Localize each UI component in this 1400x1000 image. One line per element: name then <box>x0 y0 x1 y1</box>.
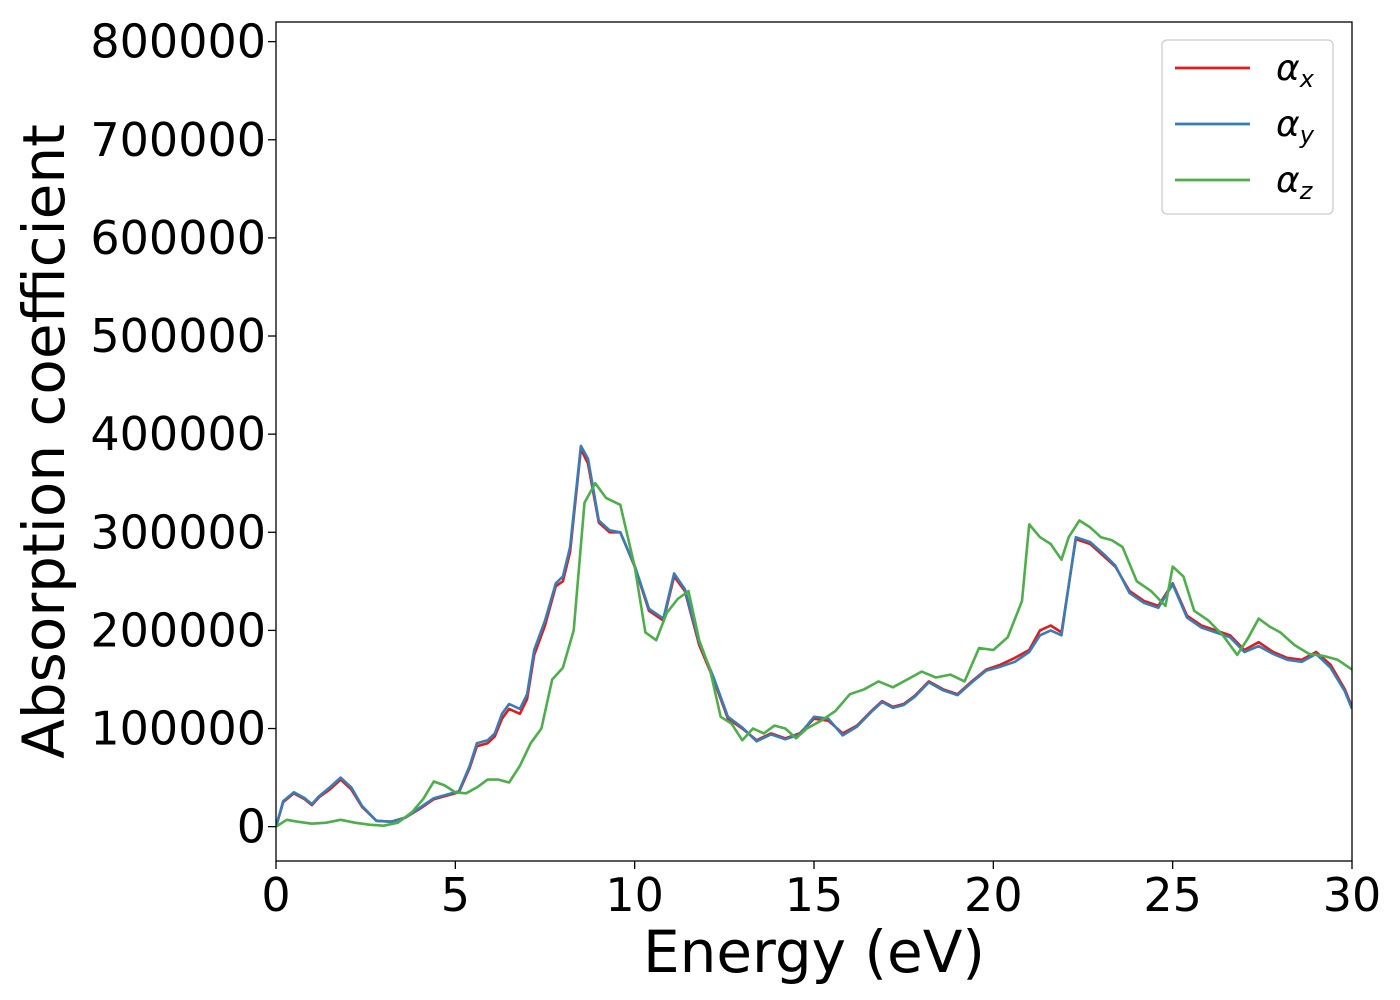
x-axis: 0 5 10 15 20 25 30 <box>261 861 1381 922</box>
y-tick-label: 0 <box>237 800 266 854</box>
y-tick-label: 100000 <box>90 702 266 756</box>
legend-label-z: αz <box>1276 160 1314 205</box>
series-line-x <box>276 447 1352 828</box>
legend-subscript: x <box>1299 65 1315 93</box>
x-tick-label: 20 <box>964 868 1023 922</box>
y-tick-label: 200000 <box>90 603 266 657</box>
x-tick-label: 15 <box>785 868 844 922</box>
series-line-y <box>276 444 1352 828</box>
y-tick-label: 400000 <box>90 407 266 461</box>
x-tick-label: 10 <box>605 868 664 922</box>
y-axis-title: Absorption coefficient <box>10 124 78 759</box>
y-tick-label: 600000 <box>90 211 266 265</box>
legend-box <box>1161 39 1334 215</box>
series-line-z <box>276 481 1352 828</box>
legend-symbol: α <box>1276 160 1300 201</box>
x-tick-label: 30 <box>1323 868 1382 922</box>
legend-symbol: α <box>1276 48 1300 89</box>
y-tick-label: 800000 <box>90 15 266 69</box>
plot-lines <box>276 444 1352 828</box>
legend-subscript: y <box>1299 121 1315 149</box>
legend-label-x: αx <box>1276 48 1315 93</box>
x-tick-label: 25 <box>1143 868 1202 922</box>
legend-symbol: α <box>1276 104 1300 145</box>
x-tick-label: 5 <box>441 868 470 922</box>
x-tick-label: 0 <box>261 868 290 922</box>
y-tick-label: 700000 <box>90 113 266 167</box>
y-tick-label: 300000 <box>90 505 266 559</box>
legend-label-y: αy <box>1276 104 1315 149</box>
y-tick-label: 500000 <box>90 309 266 363</box>
x-axis-title: Energy (eV) <box>643 918 985 986</box>
y-axis: 0 100000 200000 300000 400000 500000 600000 700… <box>90 15 276 854</box>
legend-subscript: z <box>1299 177 1314 205</box>
